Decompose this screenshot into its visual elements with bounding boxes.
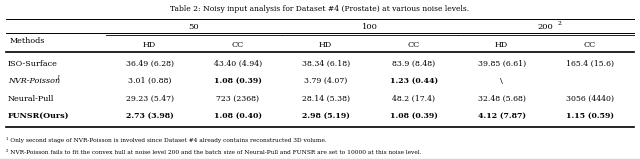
Text: HD: HD	[143, 41, 156, 48]
Text: CC: CC	[408, 41, 420, 48]
Text: 1: 1	[57, 75, 60, 80]
Text: HD: HD	[495, 41, 508, 48]
Text: 4.12 (7.87): 4.12 (7.87)	[477, 112, 525, 120]
Text: ¹ Only second stage of NVR-Poisson is involved since Dataset #4 already contains: ¹ Only second stage of NVR-Poisson is in…	[6, 137, 327, 143]
Text: 1.15 (0.59): 1.15 (0.59)	[566, 112, 614, 120]
Text: FUNSR(Ours): FUNSR(Ours)	[8, 112, 69, 120]
Text: Table 2: Noisy input analysis for Dataset #4 (Prostate) at various noise levels.: Table 2: Noisy input analysis for Datase…	[170, 5, 470, 13]
Text: 48.2 (17.4): 48.2 (17.4)	[392, 95, 435, 103]
Text: NVR-Poisson: NVR-Poisson	[8, 77, 60, 85]
Text: 3056 (4440): 3056 (4440)	[566, 95, 614, 103]
Text: 165.4 (15.6): 165.4 (15.6)	[566, 60, 614, 68]
Text: 1.08 (0.40): 1.08 (0.40)	[214, 112, 262, 120]
Text: 83.9 (8.48): 83.9 (8.48)	[392, 60, 435, 68]
Text: ² NVR-Poisson fails to fit the convex hull at noise level 200 and the batch size: ² NVR-Poisson fails to fit the convex hu…	[6, 150, 422, 155]
Text: CC: CC	[232, 41, 244, 48]
Text: HD: HD	[319, 41, 332, 48]
Text: 50: 50	[188, 23, 199, 31]
Text: 32.48 (5.68): 32.48 (5.68)	[477, 95, 525, 103]
Text: 39.85 (6.61): 39.85 (6.61)	[477, 60, 525, 68]
Text: 29.23 (5.47): 29.23 (5.47)	[125, 95, 173, 103]
Text: Neural-Pull: Neural-Pull	[8, 95, 54, 103]
Text: Methods: Methods	[10, 37, 45, 45]
Text: 100: 100	[362, 23, 378, 31]
Text: 1.23 (0.44): 1.23 (0.44)	[390, 77, 438, 85]
Text: 3.79 (4.07): 3.79 (4.07)	[304, 77, 348, 85]
Text: 38.34 (6.18): 38.34 (6.18)	[301, 60, 349, 68]
Text: 28.14 (5.38): 28.14 (5.38)	[301, 95, 349, 103]
Text: 1.08 (0.39): 1.08 (0.39)	[390, 112, 438, 120]
Text: \: \	[500, 77, 503, 85]
Text: 3.01 (0.88): 3.01 (0.88)	[128, 77, 172, 85]
Text: ISO-Surface: ISO-Surface	[8, 60, 58, 68]
Text: 43.40 (4.94): 43.40 (4.94)	[214, 60, 262, 68]
Text: CC: CC	[584, 41, 596, 48]
Text: 200: 200	[538, 23, 554, 31]
Text: 2: 2	[557, 21, 562, 26]
Text: 1.08 (0.39): 1.08 (0.39)	[214, 77, 262, 85]
Text: 723 (2368): 723 (2368)	[216, 95, 259, 103]
Text: 36.49 (6.28): 36.49 (6.28)	[125, 60, 173, 68]
Text: 2.73 (3.98): 2.73 (3.98)	[125, 112, 173, 120]
Text: 2.98 (5.19): 2.98 (5.19)	[301, 112, 349, 120]
